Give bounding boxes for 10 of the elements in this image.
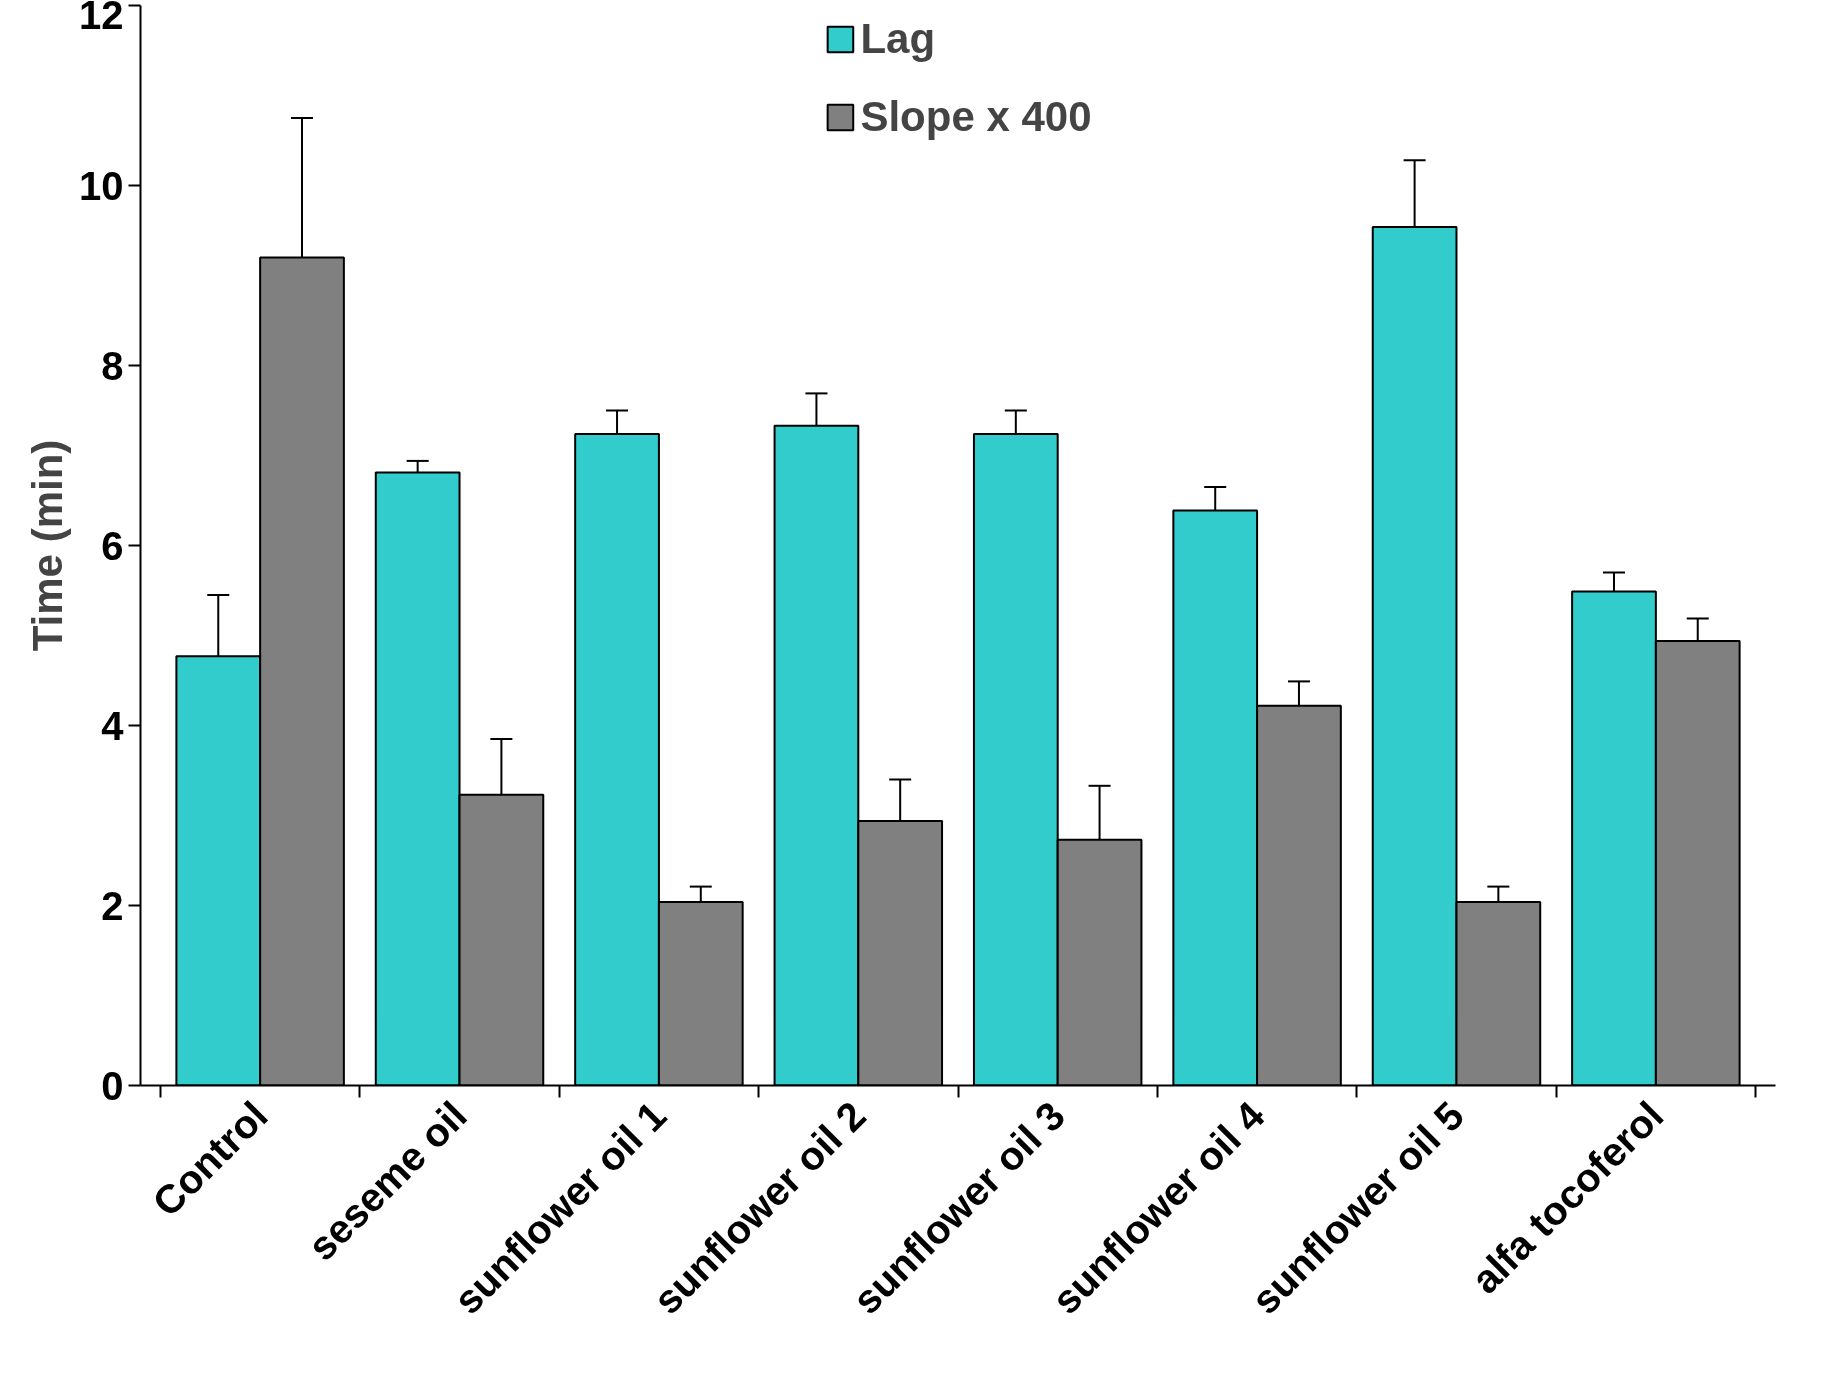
y-tick-label: 6 [101,523,124,568]
y-tick-label: 4 [101,703,125,748]
y-tick-label: 0 [101,1063,124,1108]
y-tick-label: 10 [79,163,124,208]
y-axis-title: Time (min) [24,439,72,652]
legend-label: Lag [860,15,936,63]
y-tick-label: 8 [101,343,124,388]
legend-label: Slope x 400 [860,93,1092,141]
y-tick-label: 2 [101,883,124,928]
y-tick-label: 12 [79,0,124,37]
